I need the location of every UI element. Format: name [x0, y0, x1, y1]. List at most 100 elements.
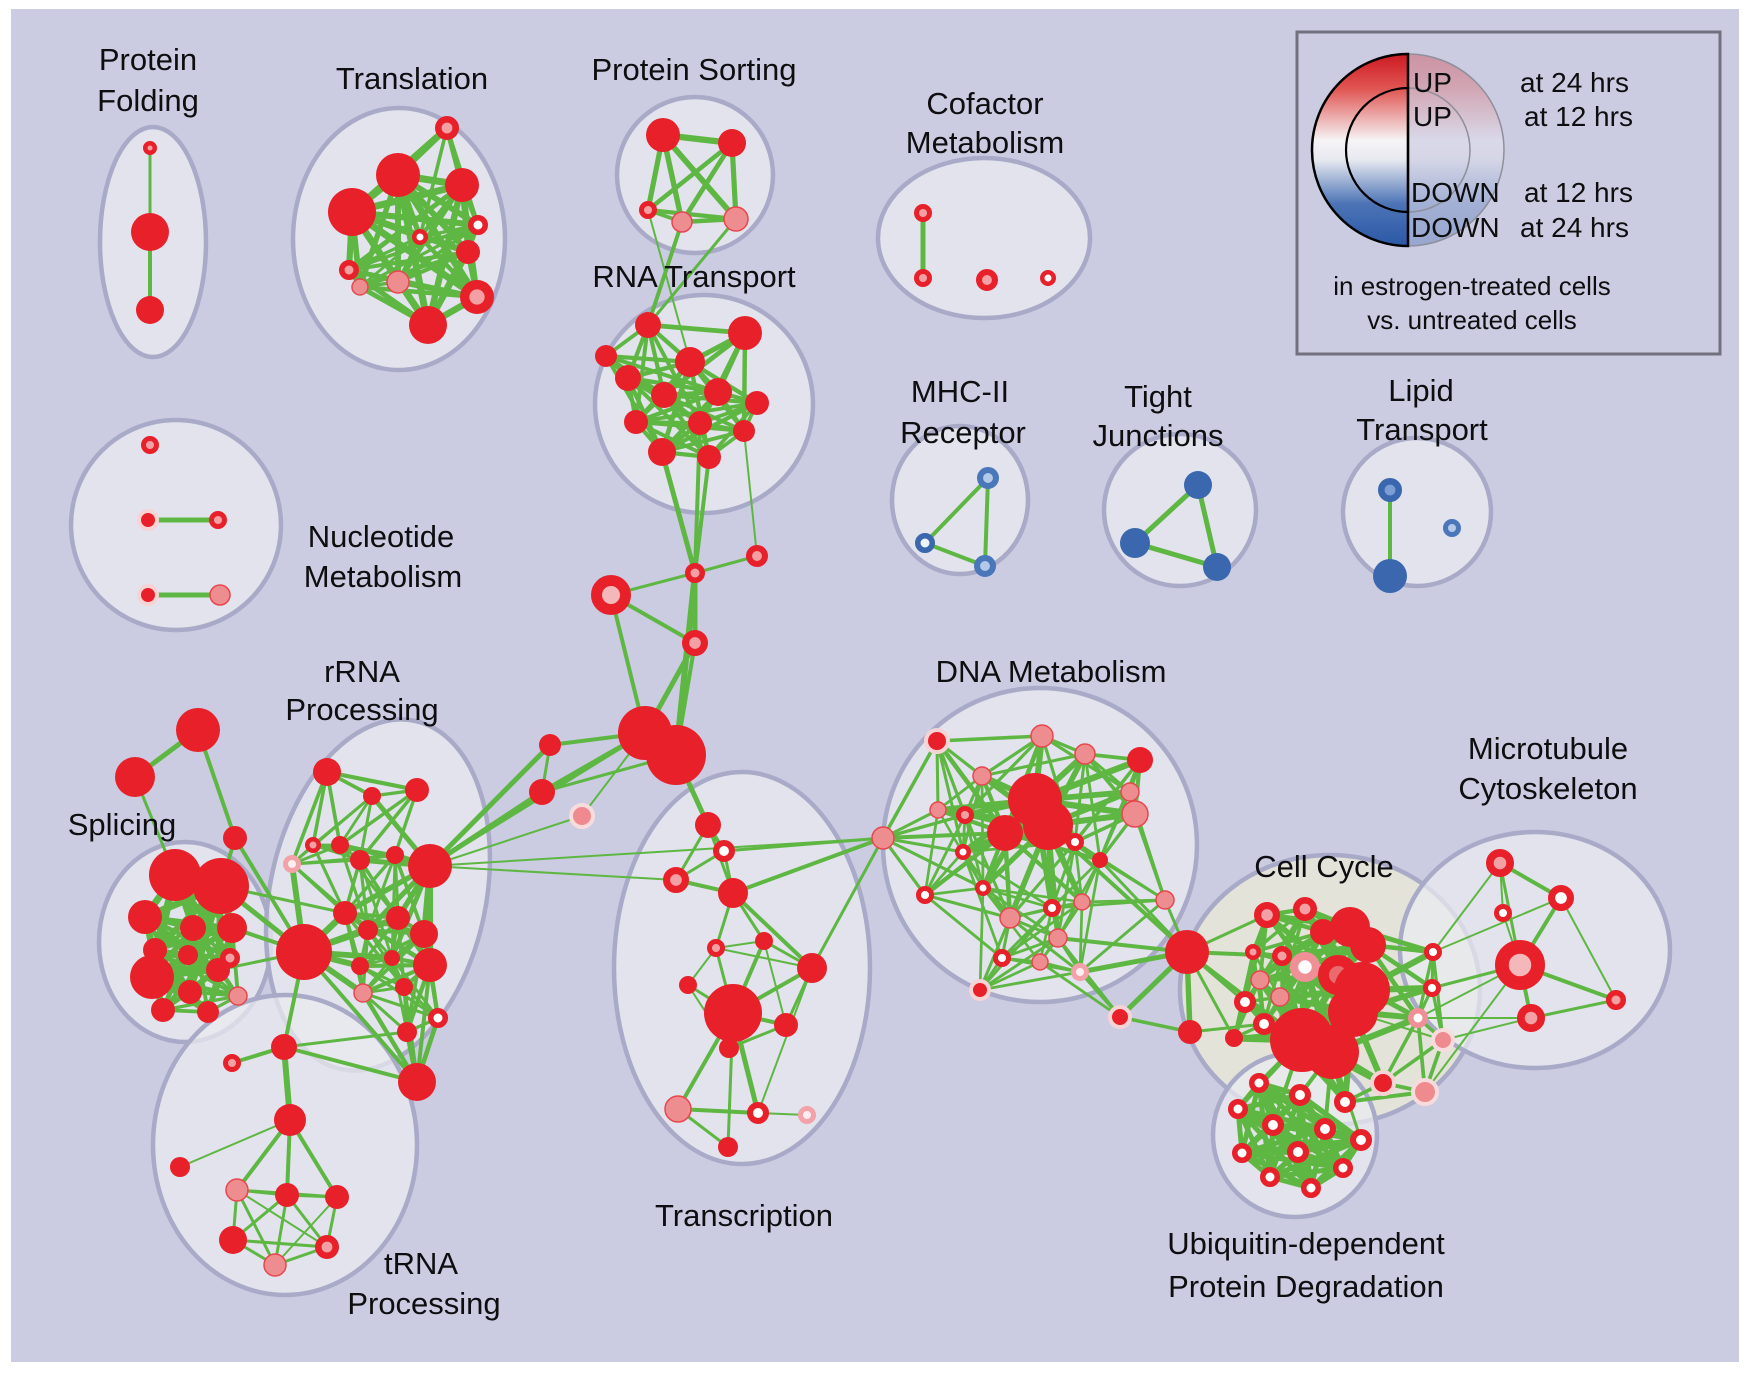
- network-node: [283, 854, 302, 873]
- network-node: [1120, 782, 1140, 802]
- network-edge: [302, 950, 419, 1084]
- cluster-ellipse-cofactor: [875, 155, 1093, 321]
- network-node: [1350, 1129, 1373, 1152]
- network-node: [209, 584, 231, 606]
- cluster-label-nucleotide: Nucleotide: [308, 519, 454, 554]
- cluster-label-nucleotide: Metabolism: [304, 559, 463, 594]
- network-node: [178, 980, 202, 1004]
- nodes-layer: [115, 116, 1626, 1277]
- network-node: [137, 584, 159, 606]
- cluster-ellipse-transcription: [611, 769, 873, 1167]
- network-node: [1289, 1084, 1312, 1107]
- network-node: [223, 1053, 242, 1072]
- network-node: [1606, 990, 1626, 1010]
- cluster-label-ubiquitin: Protein Degradation: [1168, 1269, 1444, 1304]
- network-edge: [395, 249, 471, 285]
- cluster-label-rrna: rRNA: [324, 654, 400, 689]
- network-edge: [236, 1189, 328, 1248]
- network-node: [624, 410, 648, 434]
- network-node: [976, 268, 999, 291]
- legend-updown-circle-icon: [1310, 52, 1505, 248]
- network-node: [1290, 952, 1320, 982]
- cluster-label-transcription: Transcription: [655, 1198, 833, 1233]
- network-node: [723, 206, 749, 232]
- network-node: [1249, 1073, 1269, 1093]
- legend-down-24-time: at 24 hrs: [1520, 212, 1629, 243]
- network-edge: [1056, 840, 1077, 940]
- cluster-ellipse-lipid: [1340, 435, 1494, 589]
- legend-right-inner-outline: [1407, 87, 1471, 213]
- network-node: [1262, 1114, 1285, 1137]
- network-node: [1422, 978, 1441, 997]
- legend-left-outer-half: [1310, 52, 1410, 248]
- cluster-label-translation: Translation: [336, 61, 488, 96]
- network-edge: [1195, 482, 1220, 570]
- network-node: [276, 924, 332, 980]
- network-node: [1228, 1099, 1248, 1119]
- network-edge: [881, 739, 939, 840]
- network-node: [263, 1253, 287, 1277]
- network-edge: [160, 925, 235, 1013]
- network-node: [434, 116, 459, 141]
- network-node: [331, 836, 349, 854]
- network-node: [351, 957, 369, 975]
- network-edge: [743, 430, 758, 557]
- network-node: [529, 779, 555, 805]
- network-node: [131, 213, 169, 251]
- network-edge: [980, 752, 1087, 778]
- network-edge: [1098, 858, 1167, 902]
- network-edge: [429, 815, 583, 867]
- network-node: [1431, 1028, 1455, 1052]
- network-node: [718, 878, 748, 908]
- network-edge: [935, 734, 1044, 743]
- legend-down-12-label: DOWN: [1411, 177, 1500, 208]
- network-edge: [963, 813, 1012, 920]
- network-node: [992, 948, 1011, 967]
- network-node: [353, 983, 373, 1003]
- network-node: [398, 1063, 436, 1101]
- network-edge: [1000, 900, 1084, 960]
- network-node: [223, 826, 247, 850]
- network-edge: [923, 886, 985, 897]
- cluster-label-trna: Processing: [347, 1286, 500, 1321]
- network-node: [271, 1034, 297, 1060]
- network-edge: [645, 207, 739, 222]
- legend-up-24-time: at 24 hrs: [1520, 67, 1629, 98]
- network-node: [713, 840, 736, 863]
- network-node: [671, 211, 693, 233]
- network-node: [924, 728, 950, 754]
- network-node: [595, 345, 617, 367]
- network-node: [358, 920, 378, 940]
- network-edge: [1267, 1165, 1346, 1180]
- legend-up-12-label: UP: [1413, 101, 1452, 132]
- network-edge: [978, 886, 985, 992]
- network-node: [697, 445, 721, 469]
- network-node: [955, 805, 974, 824]
- network-node: [733, 420, 755, 442]
- network-node: [468, 215, 488, 235]
- network-edge: [338, 788, 419, 847]
- network-node: [137, 509, 159, 531]
- network-node: [718, 129, 746, 157]
- legend-left-inner-outline: [1344, 86, 1410, 214]
- cluster-label-mhc: MHC-II: [911, 374, 1009, 409]
- network-edge: [881, 836, 927, 897]
- network-node: [1314, 1118, 1337, 1141]
- network-node: [569, 803, 595, 829]
- network-edge: [660, 132, 739, 222]
- network-node: [397, 1022, 417, 1042]
- legend: UP at 24 hrs UP at 12 hrs DOWN at 12 hrs…: [1295, 30, 1722, 356]
- network-node: [170, 1157, 190, 1177]
- network-node: [1048, 928, 1068, 948]
- network-node: [151, 998, 175, 1022]
- network-edge: [429, 837, 884, 867]
- cluster-ellipse-trna: [150, 992, 420, 1298]
- network-node: [1040, 270, 1056, 286]
- cluster-label-rrna: Processing: [285, 692, 438, 727]
- network-node: [274, 1104, 306, 1136]
- network-node: [376, 153, 420, 197]
- network-node: [206, 958, 230, 982]
- network-edge: [324, 769, 420, 793]
- network-edge: [810, 836, 885, 970]
